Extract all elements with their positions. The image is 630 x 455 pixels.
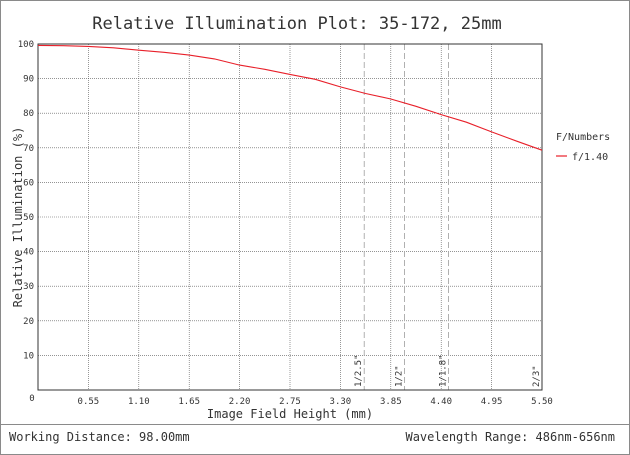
y-tick-label: 20: [23, 317, 34, 327]
sensor-marker-label: 2/3": [532, 365, 542, 387]
chart-title: Relative Illumination Plot: 35-172, 25mm: [92, 14, 501, 34]
y-tick-label: 60: [23, 178, 34, 188]
legend: F/Numbers f/1.40: [556, 132, 610, 163]
y-axis-label: Relative Illumination (%): [11, 127, 25, 308]
y-tick-label: 70: [23, 144, 34, 154]
sensor-marker-label: 1/2.5": [354, 354, 364, 387]
x-tick-label: 5.50: [531, 397, 553, 407]
series-line-f140: [37, 44, 543, 151]
relative-illumination-chart: Relative Illumination Plot: 35-172, 25mm…: [11, 14, 610, 421]
x-tick-label: 1.65: [178, 397, 200, 407]
y-tick-label: 90: [23, 75, 34, 85]
legend-title: F/Numbers: [556, 132, 610, 143]
sensor-marker-label: 1/1.8": [439, 354, 449, 387]
x-tick-label: 3.85: [380, 397, 402, 407]
working-distance-label: Working Distance: 98.00mm: [9, 430, 190, 444]
footer-divider: [1, 424, 629, 425]
grid: [38, 44, 542, 390]
x-tick-label: 3.30: [330, 397, 352, 407]
y-tick-label: 80: [23, 109, 34, 119]
y-tick-label: 50: [23, 213, 34, 223]
sensor-marker-label: 1/2": [395, 365, 405, 387]
legend-label-f140: f/1.40: [572, 152, 608, 163]
series-layer: [37, 44, 543, 151]
y-tick-label: 40: [23, 248, 34, 258]
y-tick-labels: 10 20 30 40 50 60 70 80 90 100: [18, 40, 34, 361]
x-tick-labels: 0 0.55 1.10 1.65 2.20 2.75 3.30 3.85 4.40 4.95 5.5…: [29, 394, 553, 407]
y-tick-label: 30: [23, 282, 34, 292]
plot-area-frame: [37, 43, 543, 391]
y-tick-label: 100: [18, 40, 34, 50]
x-tick-label: 1.10: [128, 397, 150, 407]
y-tick-label: 10: [23, 351, 34, 361]
x-tick-label: 2.75: [279, 397, 301, 407]
x-tick-label: 4.40: [430, 397, 452, 407]
wavelength-range-label: Wavelength Range: 486nm-656nm: [405, 430, 615, 444]
x-tick-label: 2.20: [229, 397, 251, 407]
x-tick-label: 0: [29, 394, 34, 404]
x-axis-label: Image Field Height (mm): [207, 407, 373, 421]
x-tick-label: 0.55: [78, 397, 100, 407]
x-tick-label: 4.95: [481, 397, 503, 407]
